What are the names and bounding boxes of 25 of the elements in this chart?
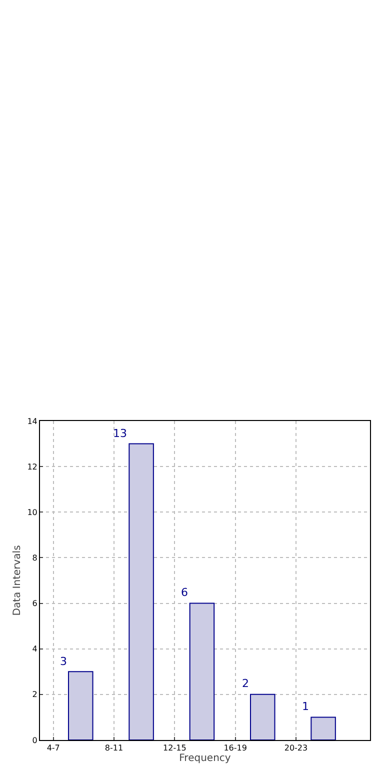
x-axis-title: Frequency (179, 753, 231, 764)
y-tick-label: 14 (27, 416, 38, 426)
x-tick-label: 20-23 (284, 744, 308, 753)
bar (128, 443, 154, 740)
y-tick-label: 2 (32, 690, 38, 700)
data-label: 1 (302, 700, 309, 713)
y-tick-label: 4 (32, 644, 38, 654)
x-tick-label: 4-7 (46, 744, 60, 753)
x-tick-label: 8-11 (104, 744, 124, 753)
y-tick-label: 12 (27, 462, 38, 472)
bar (189, 602, 215, 740)
y-tick-label: 8 (32, 554, 38, 563)
bar (68, 671, 94, 740)
x-tick-label: 16-19 (224, 744, 247, 753)
bar (310, 716, 336, 740)
y-axis-title: Data Intervals (12, 545, 24, 616)
y-tick-label: 10 (27, 508, 38, 517)
y-tick-label: 0 (32, 736, 38, 745)
y-tick-label: 6 (32, 599, 38, 608)
data-label: 6 (181, 586, 188, 599)
data-label: 13 (113, 427, 127, 440)
bar (250, 694, 276, 740)
data-label: 3 (60, 655, 67, 668)
x-tick-label: 12-15 (163, 744, 186, 753)
data-label: 2 (242, 677, 249, 690)
